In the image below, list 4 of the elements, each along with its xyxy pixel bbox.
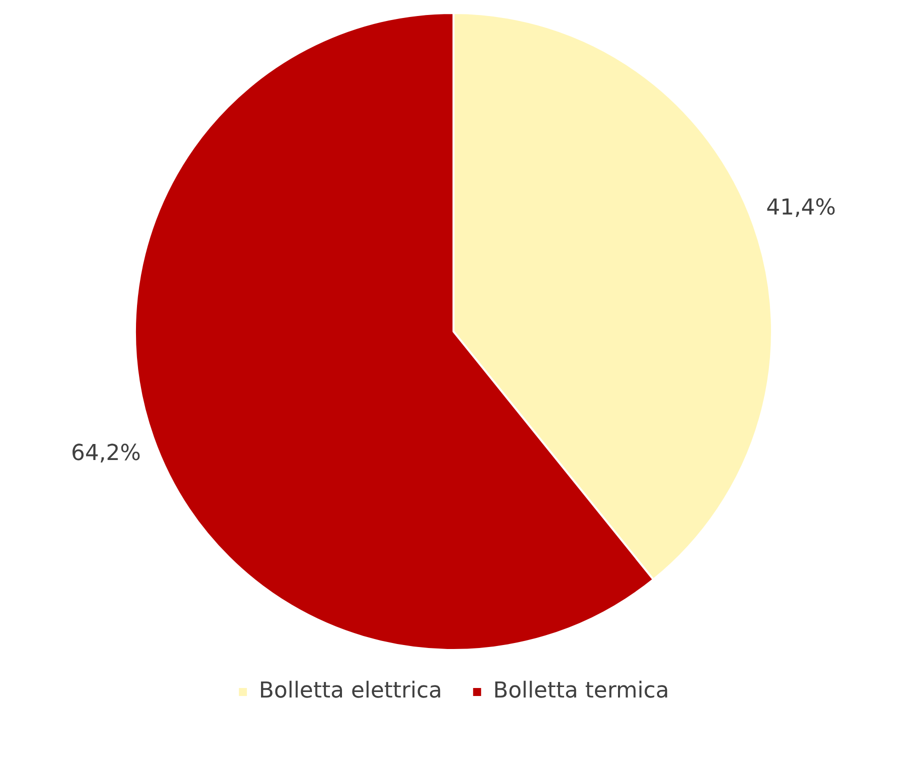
data-label: 64,2%	[71, 440, 141, 466]
legend-label: Bolletta termica	[493, 678, 670, 704]
legend-label: Bolletta elettrica	[258, 678, 442, 704]
data-label: 41,4%	[766, 196, 836, 221]
